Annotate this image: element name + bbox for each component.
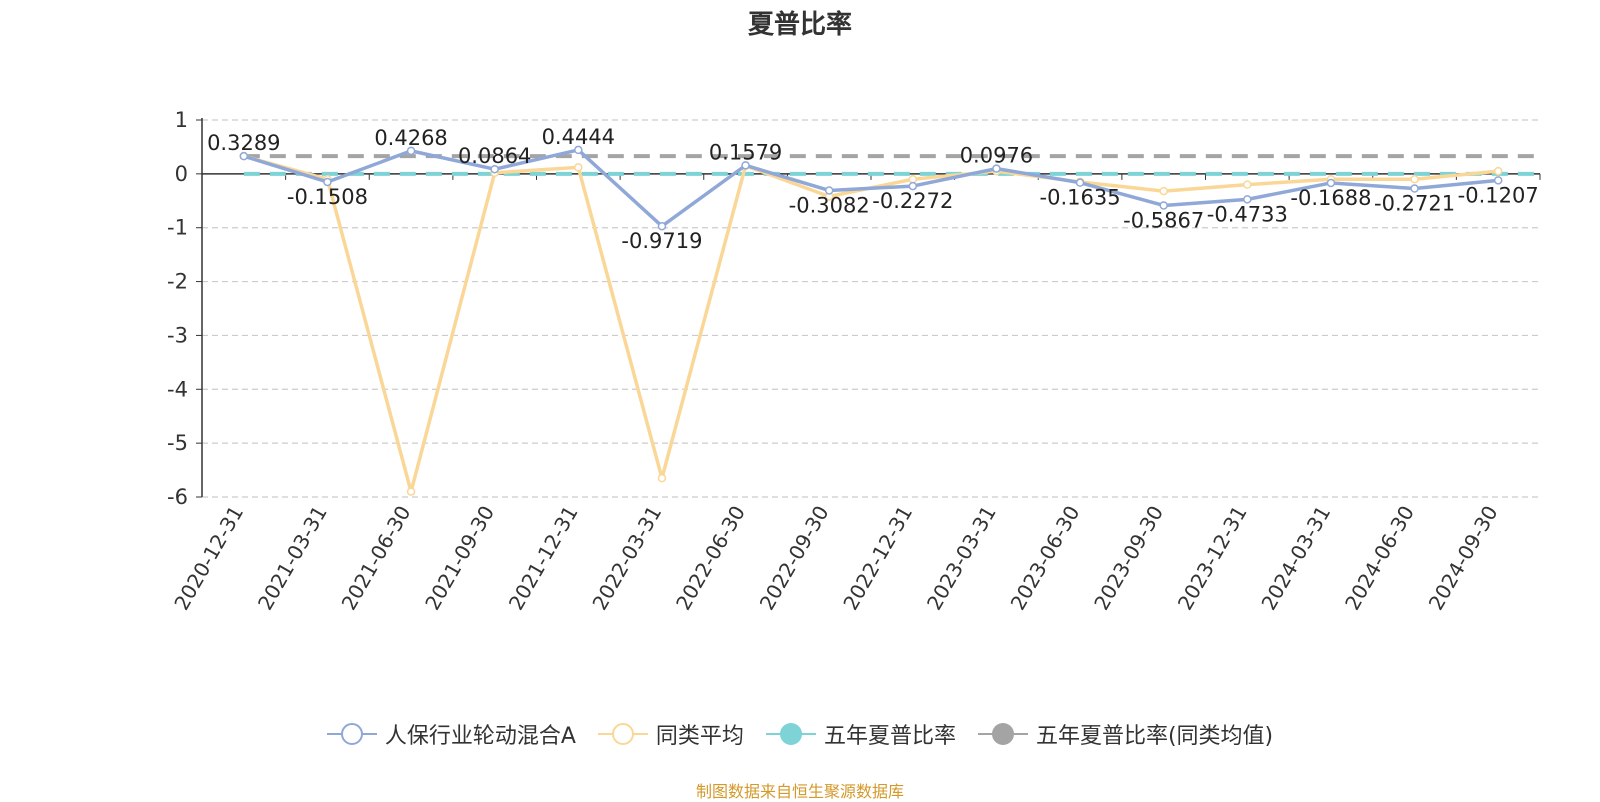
x-tick-label: 2021-09-30 — [420, 502, 499, 615]
x-tick-label: 2023-06-30 — [1005, 502, 1084, 615]
data-point[interactable] — [824, 186, 834, 195]
x-tick-label: 2023-09-30 — [1089, 502, 1168, 615]
data-point[interactable] — [1243, 180, 1252, 189]
data-label: -0.5867 — [1123, 208, 1204, 232]
x-tick-label: 2024-03-31 — [1256, 502, 1335, 615]
data-label: -0.2721 — [1374, 192, 1455, 216]
x-tick-label: 2021-12-31 — [504, 502, 583, 615]
data-label: -0.4733 — [1207, 202, 1288, 226]
data-point[interactable] — [239, 151, 249, 161]
data-label: -0.2272 — [872, 189, 953, 213]
data-label: -0.1635 — [1040, 186, 1121, 210]
data-point[interactable] — [574, 163, 583, 172]
data-point[interactable] — [1493, 176, 1503, 185]
data-label: -0.9719 — [621, 229, 702, 253]
data-labels: 0.3289 -0.1508 0.4268 0.0864 0.4444 -0.9719 0.… — [207, 125, 1539, 253]
y-tick-label: -2 — [167, 270, 188, 294]
x-tick-label: 2021-03-31 — [253, 502, 332, 615]
data-point[interactable] — [657, 221, 667, 231]
source-note: 制图数据来自恒生聚源数据库 — [695, 782, 904, 801]
y-tick-label: -4 — [167, 377, 188, 401]
data-label: 0.4444 — [542, 125, 615, 149]
x-tick-label: 2021-06-30 — [336, 502, 415, 615]
series-line — [243, 148, 1499, 228]
y-tick-label: -3 — [167, 323, 188, 347]
x-tick-label: 2023-03-31 — [922, 502, 1001, 615]
filled-circle-icon — [977, 723, 1028, 745]
x-tick-label: 2022-09-30 — [755, 502, 834, 615]
data-label: 0.4268 — [374, 126, 447, 150]
x-tick-label: 2022-06-30 — [671, 502, 750, 615]
x-tick-label: 2024-09-30 — [1424, 502, 1503, 615]
reference-lines — [243, 154, 1536, 176]
x-tick-label: 2020-12-31 — [169, 502, 248, 615]
data-label: -0.1207 — [1458, 183, 1539, 207]
legend-label: 同类平均 — [655, 724, 744, 749]
y-tick-label: -6 — [167, 485, 188, 509]
legend-label: 五年夏普比率 — [823, 724, 956, 749]
x-tick-label: 2022-12-31 — [838, 502, 917, 615]
data-point[interactable] — [1159, 201, 1168, 210]
data-point[interactable] — [406, 487, 416, 496]
data-point[interactable] — [1326, 178, 1336, 188]
y-tick-label: -5 — [167, 431, 188, 455]
data-label: 0.0976 — [960, 144, 1033, 168]
data-label: -0.1508 — [287, 185, 368, 209]
data-point[interactable] — [323, 177, 332, 187]
data-point[interactable] — [908, 174, 918, 184]
hollow-circle-icon — [326, 723, 377, 745]
data-point[interactable] — [908, 181, 918, 191]
x-tick-label: 2023-12-31 — [1173, 502, 1252, 615]
data-label: 0.3289 — [207, 131, 280, 155]
legend-item-five-year-sharpe-peer[interactable]: 五年夏普比率(同类均值) — [977, 718, 1274, 750]
data-label: -0.3082 — [789, 193, 870, 217]
series-lines — [239, 145, 1503, 496]
legend-item-peer-average[interactable]: 同类平均 — [597, 718, 744, 750]
y-tick-label: -1 — [167, 216, 188, 240]
data-point[interactable] — [406, 146, 416, 156]
filled-circle-icon — [765, 723, 816, 745]
hollow-circle-icon — [597, 723, 648, 745]
legend-item-fund[interactable]: 人保行业轮动混合A — [326, 718, 576, 750]
x-tick-label: 2024-06-30 — [1340, 502, 1419, 615]
data-point[interactable] — [490, 164, 499, 174]
data-label: -0.1688 — [1290, 186, 1371, 210]
data-point[interactable] — [1410, 174, 1419, 184]
data-point[interactable] — [1075, 178, 1085, 187]
data-point[interactable] — [657, 473, 667, 483]
legend: 人保行业轮动混合A 同类平均 五年夏普比率 五年夏普比率(同类均值) — [0, 718, 1600, 750]
data-label: 0.0864 — [458, 144, 531, 168]
y-tick-label: 1 — [175, 108, 188, 132]
legend-label: 五年夏普比率(同类均值) — [1035, 724, 1274, 749]
chart-title: 夏普比率 — [747, 10, 852, 40]
data-point[interactable] — [1410, 184, 1419, 193]
y-tick-label: 0 — [175, 162, 188, 186]
data-point[interactable] — [741, 161, 750, 170]
legend-item-five-year-sharpe[interactable]: 五年夏普比率 — [765, 718, 956, 750]
data-label: 0.1579 — [709, 140, 782, 164]
legend-label: 人保行业轮动混合A — [384, 724, 576, 749]
data-point[interactable] — [992, 164, 1001, 173]
data-point[interactable] — [1159, 186, 1168, 196]
data-point[interactable] — [574, 145, 583, 155]
x-tick-label: 2022-03-31 — [587, 502, 666, 615]
data-point[interactable] — [1243, 195, 1252, 204]
data-point[interactable] — [1493, 166, 1503, 176]
